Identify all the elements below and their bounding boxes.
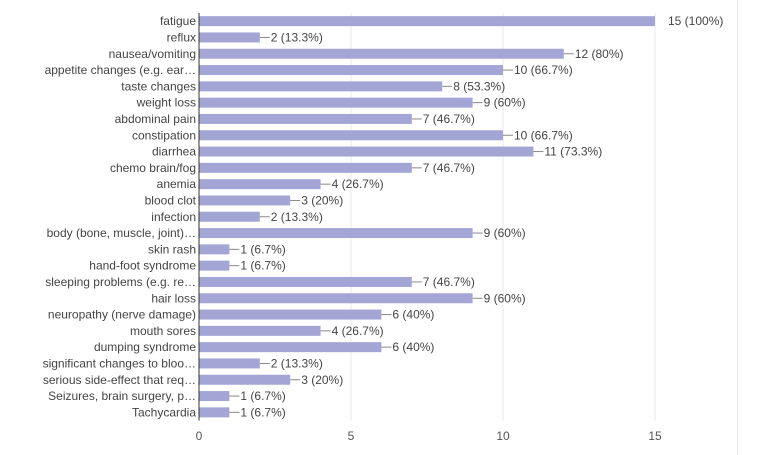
bar (199, 179, 321, 190)
bar (199, 244, 230, 255)
category-label: skin rash (148, 242, 196, 256)
data-label: 2 (13.3%) (271, 356, 323, 370)
category-label: fatigue (160, 14, 196, 28)
bar (199, 16, 655, 27)
bar (199, 293, 473, 304)
x-tick-label: 10 (496, 429, 510, 443)
bar (199, 130, 503, 141)
bar (199, 325, 321, 336)
category-label: Seizures, brain surgery, p… (48, 389, 196, 403)
bar (199, 65, 503, 76)
category-label: neuropathy (nerve damage) (48, 308, 196, 322)
category-label: Tachycardia (132, 405, 196, 419)
category-label: infection (151, 210, 196, 224)
data-label: 2 (13.3%) (271, 30, 323, 44)
x-tick-label: 15 (648, 429, 662, 443)
category-label: sleeping problems (e.g. re… (45, 275, 196, 289)
panel-divider (737, 0, 738, 455)
bar (199, 48, 564, 59)
data-label: 6 (40%) (392, 308, 434, 322)
data-label: 10 (66.7%) (514, 128, 573, 142)
category-label: weight loss (136, 96, 196, 110)
bar (199, 146, 534, 157)
category-label: taste changes (121, 79, 196, 93)
bar (199, 358, 260, 369)
bar (199, 309, 382, 320)
data-label: 7 (46.7%) (423, 161, 475, 175)
data-label: 3 (20%) (301, 193, 343, 207)
data-label: 1 (6.7%) (240, 242, 285, 256)
category-label: appetite changes (e.g. ear… (45, 63, 196, 77)
data-label: 6 (40%) (392, 340, 434, 354)
category-label: nausea/vomiting (109, 47, 196, 61)
data-label: 1 (6.7%) (240, 259, 285, 273)
bar (199, 162, 412, 173)
data-label: 10 (66.7%) (514, 63, 573, 77)
category-label: hair loss (151, 291, 196, 305)
bar (199, 32, 260, 43)
bar (199, 260, 230, 271)
bar (199, 276, 412, 287)
category-label: anemia (157, 177, 197, 191)
data-label: 1 (6.7%) (240, 389, 285, 403)
data-label: 11 (73.3%) (544, 145, 602, 159)
category-label: serious side-effect that req… (43, 373, 196, 387)
data-label: 9 (60%) (484, 96, 526, 110)
data-label: 8 (53.3%) (453, 79, 505, 93)
bar (199, 391, 230, 402)
category-label: abdominal pain (115, 112, 196, 126)
bar (199, 407, 230, 418)
bar (199, 113, 412, 124)
data-label: 2 (13.3%) (271, 210, 323, 224)
data-label: 7 (46.7%) (423, 112, 475, 126)
data-label: 7 (46.7%) (423, 275, 475, 289)
bar (199, 374, 291, 385)
category-label: significant changes to bloo… (43, 356, 196, 370)
bar (199, 228, 473, 239)
bar (199, 97, 473, 108)
category-label: constipation (132, 128, 196, 142)
data-label: 3 (20%) (301, 373, 343, 387)
data-label: 4 (26.7%) (332, 324, 384, 338)
data-label: 1 (6.7%) (240, 405, 285, 419)
data-label: 4 (26.7%) (332, 177, 384, 191)
category-label: mouth sores (130, 324, 196, 338)
x-tick-label: 0 (196, 429, 203, 443)
category-label: reflux (167, 30, 196, 44)
bar (199, 81, 443, 92)
data-label: 9 (60%) (484, 226, 526, 240)
x-tick-label: 5 (348, 429, 355, 443)
category-label: chemo brain/fog (110, 161, 196, 175)
bar (199, 342, 382, 353)
data-label: 9 (60%) (484, 291, 526, 305)
category-label: dumping syndrome (94, 340, 196, 354)
category-label: body (bone, muscle, joint)… (47, 226, 196, 240)
category-label: hand-foot syndrome (89, 259, 196, 273)
bar (199, 195, 291, 206)
data-label: 12 (80%) (575, 47, 624, 61)
data-label: 15 (100%) (668, 14, 723, 28)
bar (199, 211, 260, 222)
category-label: blood clot (145, 193, 197, 207)
category-label: diarrhea (152, 145, 196, 159)
